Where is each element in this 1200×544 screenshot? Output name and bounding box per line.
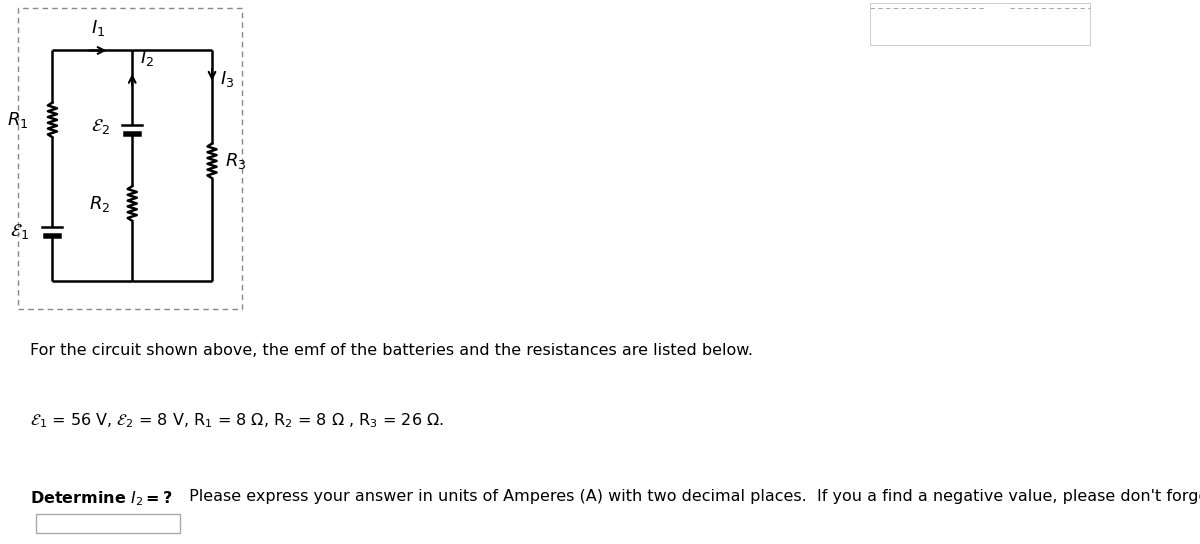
Text: $I_3$: $I_3$	[221, 70, 234, 89]
Text: $R_1$: $R_1$	[7, 110, 29, 130]
Text: Please express your answer in units of Amperes (A) with two decimal places.  If : Please express your answer in units of A…	[184, 489, 1200, 504]
Text: $\mathbf{Determine}$ $\mathbf{\mathit{I_2}}$$\mathbf{=?}$: $\mathbf{Determine}$ $\mathbf{\mathit{I_…	[30, 489, 173, 508]
Text: $\mathcal{E}_1$: $\mathcal{E}_1$	[10, 222, 29, 242]
Bar	[36, 514, 180, 533]
Text: $R_2$: $R_2$	[89, 194, 110, 213]
Text: $I_1$: $I_1$	[91, 18, 106, 38]
Text: $\mathcal{E}_1$ = 56 V, $\mathcal{E}_2$ = 8 V, R$_1$ = 8 $\Omega$, R$_2$ = 8 $\O: $\mathcal{E}_1$ = 56 V, $\mathcal{E}_2$ …	[30, 411, 444, 430]
Text: For the circuit shown above, the emf of the batteries and the resistances are li: For the circuit shown above, the emf of …	[30, 343, 754, 358]
Text: $R_3$: $R_3$	[224, 151, 246, 171]
Text: $\mathcal{E}_2$: $\mathcal{E}_2$	[91, 117, 110, 135]
Text: $I_2$: $I_2$	[140, 48, 155, 68]
